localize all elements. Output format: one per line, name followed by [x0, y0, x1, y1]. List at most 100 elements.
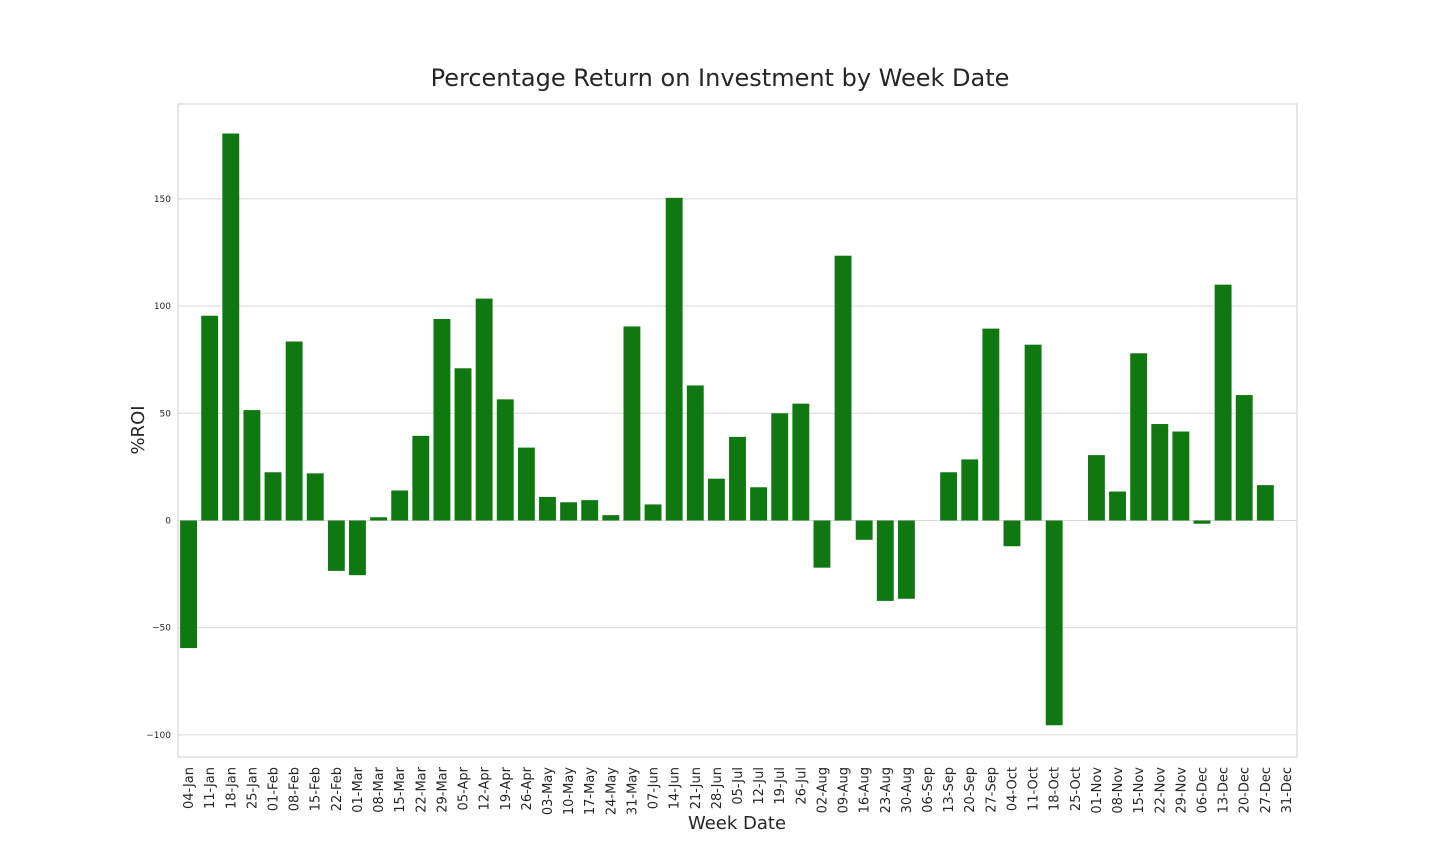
- x-tick-label: 31-May: [625, 767, 640, 815]
- bar-16-aug: [855, 520, 873, 540]
- bars: [180, 133, 1274, 726]
- x-tick-label: 06-Dec: [1195, 767, 1210, 813]
- bar-22-feb: [327, 520, 345, 571]
- bar-31-may: [623, 326, 641, 521]
- bar-24-may: [602, 515, 620, 521]
- bar-22-nov: [1151, 424, 1169, 521]
- bar-07-jun: [644, 504, 662, 521]
- x-tick-label: 13-Dec: [1217, 767, 1232, 813]
- bar-11-jan: [201, 315, 219, 521]
- x-tick-label: 18-Jan: [224, 767, 239, 809]
- y-tick-labels: −100 −50 0 50 100 150: [146, 195, 171, 741]
- bar-01-mar: [349, 520, 366, 576]
- x-tick-label: 04-Oct: [1005, 767, 1020, 811]
- plot-frame: [177, 103, 1298, 758]
- x-tick-label: 23-Aug: [879, 767, 894, 813]
- bar-15-nov: [1130, 353, 1148, 521]
- y-tick-label: 100: [154, 302, 171, 312]
- x-tick-label: 31-Dec: [1280, 767, 1295, 813]
- bar-04-oct: [1003, 520, 1021, 547]
- x-tick-label: 21-Jun: [689, 767, 704, 809]
- chart-title: Percentage Return on Investment by Week …: [431, 64, 1010, 92]
- bar-26-apr: [517, 447, 535, 521]
- x-tick-label: 01-Feb: [267, 767, 282, 811]
- bar-05-apr: [454, 368, 472, 521]
- bar-27-sep: [982, 328, 1000, 521]
- x-tick-label: 13-Sep: [942, 767, 957, 813]
- bar-20-sep: [961, 459, 979, 521]
- bar-18-oct: [1045, 520, 1063, 726]
- x-tick-label: 01-Nov: [1090, 767, 1105, 814]
- y-tick-label: 150: [154, 195, 171, 205]
- bar-14-jun: [665, 197, 683, 521]
- x-tick-label: 08-Nov: [1111, 767, 1126, 814]
- x-tick-label: 24-May: [604, 767, 619, 815]
- bar-25-jan: [243, 410, 261, 521]
- x-tick-label: 27-Dec: [1259, 767, 1274, 813]
- x-tick-labels: 04-Jan 11-Jan 18-Jan 25-Jan 01-Feb 08-Feb 15-F…: [182, 766, 1295, 815]
- bar-10-may: [560, 502, 578, 521]
- bar-09-aug: [834, 255, 852, 521]
- bar-26-jul: [792, 403, 810, 521]
- bar-08-nov: [1109, 491, 1126, 521]
- bar-30-aug: [897, 520, 915, 599]
- x-tick-label: 18-Oct: [1048, 767, 1063, 811]
- x-tick-label: 29-Nov: [1174, 767, 1189, 814]
- x-tick-label: 25-Jan: [245, 767, 260, 809]
- x-tick-label: 28-Jun: [710, 767, 725, 809]
- bar-17-may: [581, 500, 599, 521]
- x-tick-label: 14-Jun: [668, 767, 683, 809]
- bar-05-jul: [729, 436, 746, 521]
- bar-06-dec: [1193, 520, 1211, 524]
- bar-03-may: [539, 496, 556, 521]
- y-tick-label: 0: [165, 517, 171, 527]
- x-tick-label: 29-Mar: [435, 766, 450, 812]
- x-tick-label: 19-Apr: [499, 766, 514, 810]
- bar-22-mar: [412, 435, 430, 521]
- x-tick-label: 19-Jul: [773, 767, 788, 805]
- x-tick-label: 04-Jan: [182, 767, 197, 809]
- bar-12-jul: [750, 487, 768, 521]
- x-tick-label: 20-Dec: [1238, 767, 1253, 813]
- bar-02-aug: [813, 520, 831, 568]
- x-tick-label: 25-Oct: [1069, 767, 1084, 811]
- x-tick-label: 30-Aug: [900, 767, 915, 813]
- x-tick-label: 22-Feb: [330, 767, 345, 811]
- bar-08-mar: [370, 517, 388, 521]
- y-tick-label: −100: [146, 731, 171, 741]
- x-tick-label: 26-Jul: [794, 767, 809, 805]
- x-tick-label: 03-May: [541, 767, 556, 815]
- bar-13-sep: [940, 472, 958, 521]
- x-tick-label: 11-Jan: [203, 767, 218, 809]
- x-tick-label: 05-Jul: [731, 767, 746, 805]
- x-tick-label: 12-Jul: [752, 767, 767, 805]
- bar-01-nov: [1087, 455, 1105, 521]
- x-tick-label: 20-Sep: [963, 767, 978, 813]
- x-tick-label: 10-May: [562, 767, 577, 815]
- bar-12-apr: [475, 298, 493, 521]
- bar-15-feb: [306, 473, 324, 521]
- x-tick-label: 06-Sep: [921, 767, 936, 813]
- x-tick-label: 07-Jun: [647, 767, 662, 809]
- x-tick-label: 11-Oct: [1027, 767, 1042, 811]
- bar-19-jul: [771, 413, 789, 521]
- bar-04-jan: [180, 520, 198, 649]
- x-tick-label: 17-May: [583, 767, 598, 815]
- bar-01-feb: [264, 472, 282, 521]
- bar-29-mar: [433, 318, 451, 521]
- y-tick-label: 50: [160, 409, 172, 419]
- bar-11-oct: [1024, 344, 1042, 521]
- x-tick-label: 05-Apr: [457, 766, 472, 810]
- x-tick-label: 26-Apr: [520, 766, 535, 810]
- bar-28-jun: [707, 478, 725, 521]
- x-axis-label: Week Date: [688, 813, 786, 834]
- x-tick-label: 15-Mar: [393, 766, 408, 812]
- y-tick-label: −50: [152, 624, 171, 634]
- bar-23-aug: [876, 520, 894, 601]
- x-tick-label: 08-Mar: [372, 766, 387, 812]
- x-tick-label: 01-Mar: [351, 766, 366, 812]
- y-axis-label: %ROI: [128, 405, 149, 454]
- bar-15-mar: [391, 490, 409, 521]
- x-tick-label: 15-Nov: [1132, 767, 1147, 814]
